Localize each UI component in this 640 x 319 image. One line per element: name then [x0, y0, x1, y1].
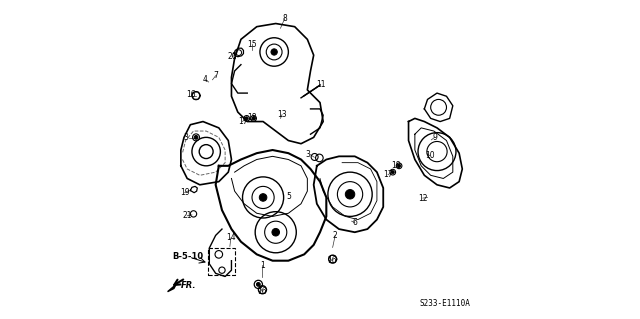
- Circle shape: [194, 136, 198, 139]
- Text: 15: 15: [247, 40, 257, 48]
- Text: 10: 10: [425, 151, 435, 160]
- Circle shape: [252, 117, 255, 120]
- Circle shape: [397, 164, 401, 167]
- Text: 3: 3: [184, 133, 189, 143]
- Text: 1: 1: [260, 261, 265, 270]
- Text: 14: 14: [226, 234, 236, 242]
- Circle shape: [271, 49, 277, 55]
- Text: 7: 7: [213, 71, 218, 80]
- Circle shape: [272, 228, 280, 236]
- Text: 17: 17: [383, 170, 393, 179]
- Circle shape: [245, 117, 248, 120]
- Circle shape: [346, 189, 355, 199]
- Text: 9: 9: [432, 133, 437, 142]
- Text: B-5-10: B-5-10: [172, 252, 204, 261]
- Text: 18: 18: [247, 113, 257, 122]
- Circle shape: [259, 194, 267, 201]
- Text: 21: 21: [182, 211, 192, 220]
- Text: 8: 8: [282, 14, 287, 23]
- Bar: [208, 248, 235, 275]
- Text: 3: 3: [306, 150, 310, 159]
- Text: 16: 16: [258, 287, 268, 296]
- Text: 13: 13: [277, 110, 287, 119]
- Text: FR.: FR.: [181, 280, 196, 290]
- Text: 17: 17: [237, 117, 247, 126]
- Text: 18: 18: [391, 161, 401, 170]
- Text: S233-E1110A: S233-E1110A: [420, 299, 470, 308]
- Text: 6: 6: [353, 218, 357, 227]
- Text: 5: 5: [286, 192, 291, 201]
- Text: 16: 16: [327, 256, 337, 265]
- Text: 4: 4: [203, 75, 208, 84]
- Text: 12: 12: [418, 194, 428, 203]
- Text: 20: 20: [227, 52, 237, 61]
- Circle shape: [391, 171, 394, 174]
- Circle shape: [257, 283, 260, 286]
- Text: 19: 19: [180, 188, 189, 197]
- Text: 16: 16: [186, 90, 196, 99]
- Text: 2: 2: [333, 231, 337, 240]
- Text: 11: 11: [316, 80, 325, 89]
- Polygon shape: [168, 285, 176, 292]
